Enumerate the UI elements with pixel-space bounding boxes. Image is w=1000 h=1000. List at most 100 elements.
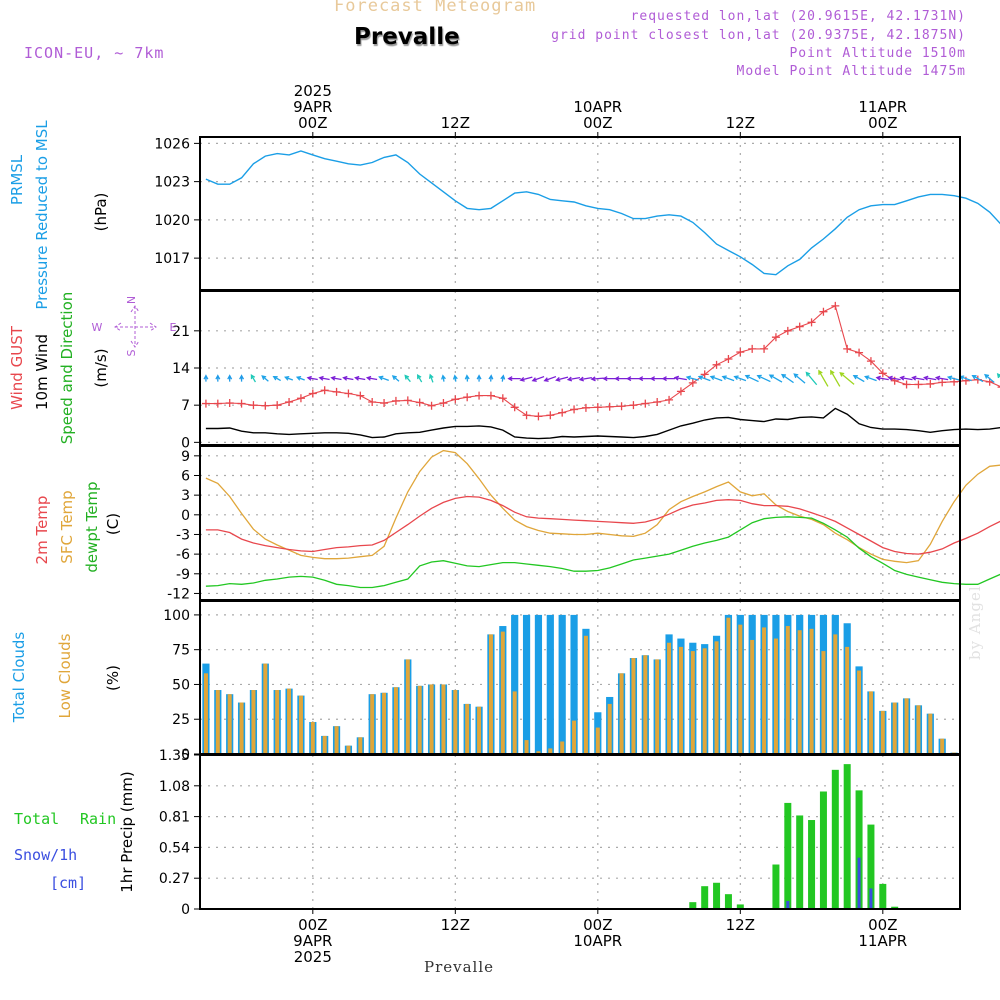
model-point-altitude: Model Point Altitude 1475m <box>736 64 966 79</box>
low-cloud-bar <box>655 659 660 754</box>
wind-direction-arrow <box>476 374 482 382</box>
wind-direction-arrow <box>318 375 330 381</box>
low-cloud-bar <box>631 658 636 754</box>
low-cloud-bar <box>607 703 612 754</box>
wind-direction-arrow <box>805 371 818 386</box>
low-cloud-bar <box>690 651 695 754</box>
wind-speed-direction-label: Speed and Direction <box>58 292 76 445</box>
wind-direction-arrow <box>306 375 318 381</box>
top-time-label: 11APR <box>858 98 907 116</box>
wind-direction-arrow <box>555 376 569 382</box>
low-cloud-bar <box>667 642 672 754</box>
wind-direction-arrow <box>946 375 961 381</box>
gust-marker <box>451 395 460 404</box>
low-cloud-bar <box>500 631 505 754</box>
rain-bar <box>736 904 744 909</box>
pressure-tick-label: 1026 <box>154 136 190 152</box>
low-cloud-bar <box>928 713 933 754</box>
low-cloud-bar <box>512 691 517 754</box>
wind-direction-arrow <box>637 376 652 382</box>
gust-marker <box>641 399 650 408</box>
low-cloud-bar <box>904 698 909 754</box>
gust-marker <box>225 399 234 408</box>
low-cloud-bar <box>334 726 339 754</box>
low-cloud-bar <box>750 639 755 754</box>
rain-bar <box>819 791 827 909</box>
gust-marker <box>771 333 780 342</box>
low-cloud-bar <box>465 703 470 754</box>
low-cloud-bar <box>322 735 327 754</box>
low-cloud-bar <box>370 694 375 754</box>
rain-bar <box>831 769 839 909</box>
gust-marker <box>748 344 757 353</box>
wind-direction-arrow <box>649 376 664 382</box>
bottom-time-label: 00Z <box>298 916 327 934</box>
wind-direction-arrow <box>464 374 470 382</box>
footer-station-name: Prevalle <box>424 958 495 976</box>
wind-direction-arrow <box>500 374 506 382</box>
wind-direction-arrow <box>923 375 937 381</box>
top-time-label: 00Z <box>868 114 897 132</box>
gust-marker <box>273 401 282 410</box>
wind-direction-arrow <box>756 374 771 383</box>
temp-tick-label: -3 <box>176 527 190 543</box>
gust-marker <box>296 394 305 403</box>
total-cloud-bar <box>570 614 578 754</box>
wind-unit-label: (m/s) <box>92 348 110 387</box>
temp-tick-label: -6 <box>176 547 190 563</box>
gust-marker <box>261 401 270 410</box>
low-cloud-bar <box>702 648 707 754</box>
wind-direction-arrow <box>685 375 699 381</box>
bottom-time-label: 11APR <box>858 932 907 950</box>
wind-direction-arrow <box>911 375 925 381</box>
low-cloud-bar <box>738 624 743 754</box>
temp-tick-label: -9 <box>176 567 190 583</box>
gust-marker <box>866 357 875 366</box>
low-cloud-bar <box>762 627 767 754</box>
wind-direction-arrow <box>744 374 759 383</box>
wind-direction-arrow <box>887 375 901 381</box>
gust-marker <box>356 391 365 400</box>
wind-direction-arrow <box>417 373 423 383</box>
total-cloud-bar <box>522 614 531 754</box>
wind-direction-arrow <box>626 376 640 382</box>
top-time-label: 9APR <box>293 98 332 116</box>
low-cloud-bar <box>477 706 482 754</box>
gust-marker <box>510 403 519 412</box>
meteogram-title: Forecast Meteogram <box>334 0 537 16</box>
low-cloud-bar <box>868 691 873 754</box>
clouds-tick-label: 75 <box>172 643 190 659</box>
low-cloud-bar <box>441 684 446 754</box>
compass-east-label: E <box>170 321 177 334</box>
pressure-line <box>205 150 1000 276</box>
requested-coordinates: requested lon,lat (20.9615E, 42.1731N) <box>630 9 966 24</box>
gust-marker <box>285 397 294 406</box>
wind-direction-arrow <box>733 375 747 382</box>
sfc-temp-label: SFC Temp <box>58 490 76 563</box>
wind-direction-arrow <box>852 374 865 383</box>
low-cloud-bar <box>821 651 826 754</box>
low-cloud-bar <box>417 685 422 754</box>
gust-marker <box>368 397 377 406</box>
precip-panel-frame <box>199 754 961 910</box>
low-cloud-bar <box>382 692 387 754</box>
snow-bar <box>786 901 790 909</box>
wind-direction-arrow <box>614 376 628 382</box>
low-cloud-bar <box>310 722 315 754</box>
gust-marker <box>878 369 887 378</box>
bottom-time-label: 00Z <box>868 916 897 934</box>
bottom-time-label: 2025 <box>294 948 332 966</box>
wind-direction-arrow <box>365 375 378 381</box>
wind-direction-arrow <box>566 376 581 382</box>
wind-direction-arrow <box>661 376 676 382</box>
dewpt-line <box>205 516 1000 589</box>
wind-direction-arrow <box>984 373 995 383</box>
gust-marker <box>439 399 448 408</box>
wind-direction-arrow <box>239 374 245 382</box>
wind-direction-arrow <box>227 374 233 382</box>
bottom-time-label: 9APR <box>293 932 332 950</box>
low-cloud-bar <box>583 635 588 754</box>
low-cloud-bar <box>358 737 363 754</box>
gust-marker <box>213 399 222 408</box>
pressure-tick-label: 1023 <box>154 175 190 191</box>
